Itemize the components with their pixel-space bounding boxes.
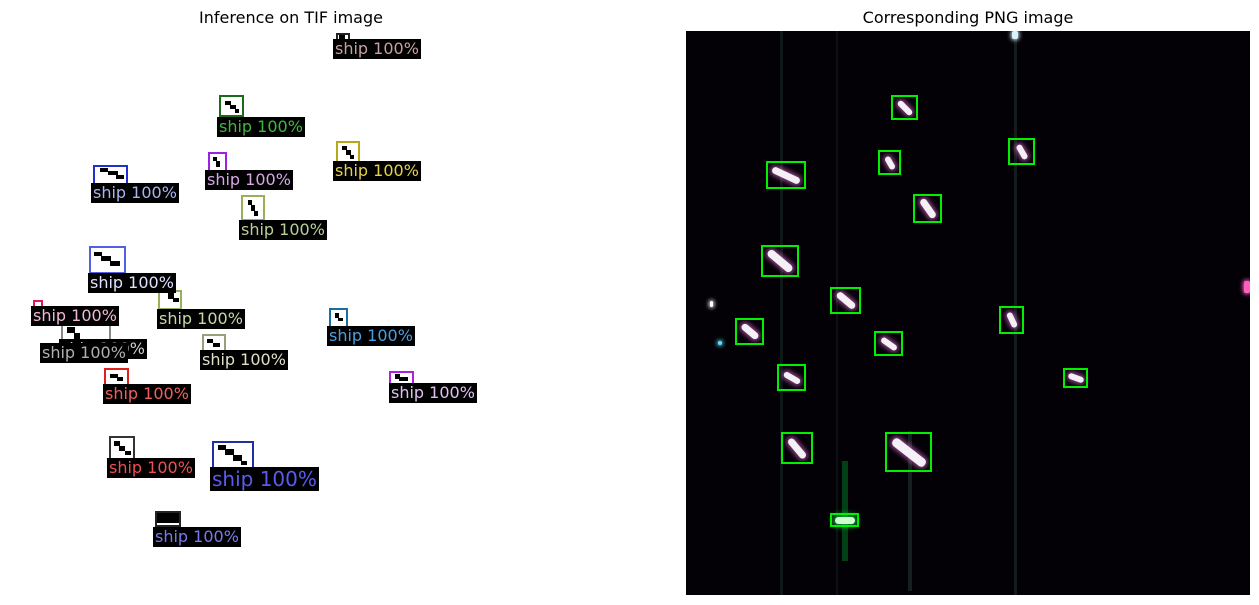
detection-ship-17-box xyxy=(155,511,181,527)
bright-speck xyxy=(710,301,713,307)
png-image-panel xyxy=(686,31,1250,595)
ship-pixels xyxy=(216,161,220,167)
ship-pixels xyxy=(233,455,242,461)
bright-speck xyxy=(718,341,722,345)
detection-ship-5-label: ship 100% xyxy=(91,183,179,203)
detection-ship-8-label: ship 100% xyxy=(31,306,119,326)
bright-speck xyxy=(1244,281,1250,293)
ground-truth-box xyxy=(999,306,1024,334)
detection-ship-5-box xyxy=(93,165,128,185)
ship-pixels xyxy=(125,451,131,455)
ship-pixels xyxy=(94,252,102,256)
ship-pixels xyxy=(168,293,174,299)
ground-truth-box xyxy=(761,245,799,277)
ship-pixels xyxy=(350,155,354,159)
sensor-streak xyxy=(780,31,783,595)
ground-truth-box xyxy=(777,364,806,391)
ground-truth-box xyxy=(1008,138,1035,165)
detection-ship-16-box xyxy=(212,441,254,469)
detection-ship-17-label: ship 100% xyxy=(153,527,241,547)
ground-truth-box xyxy=(891,95,918,120)
detection-ship-2-label: ship 100% xyxy=(217,117,305,137)
detection-ship-6-label: ship 100% xyxy=(239,220,327,240)
ground-truth-box xyxy=(913,194,942,223)
ground-truth-box xyxy=(830,287,861,314)
detection-ship-3-label: ship 100% xyxy=(333,161,421,181)
ship-pixels xyxy=(213,157,217,161)
detection-ship-1-label: ship 100% xyxy=(333,39,421,59)
ground-truth-box xyxy=(766,161,806,189)
ship-pixels xyxy=(108,171,118,175)
detection-ship-9-box xyxy=(158,290,182,310)
ship-pixels xyxy=(117,377,123,381)
sensor-streak xyxy=(842,461,848,561)
ship-pixels xyxy=(342,146,347,150)
ship-pixels xyxy=(100,168,108,172)
detection-ship-2-box xyxy=(219,95,244,117)
tif-inference-panel: ship 100% ship 100% ship 100% ship 100% ship… xyxy=(22,31,586,595)
sensor-streak xyxy=(1014,31,1017,595)
sensor-streak xyxy=(908,431,912,591)
ship-pixels xyxy=(241,461,247,465)
ground-truth-box xyxy=(1063,368,1088,388)
left-panel-title: Inference on TIF image xyxy=(199,8,383,27)
ship-pixels xyxy=(335,313,339,318)
ground-truth-box xyxy=(878,150,901,175)
detection-ship-4-label: ship 100% xyxy=(205,170,293,190)
detection-ship-16-label: ship 100% xyxy=(210,467,319,491)
bright-speck xyxy=(1012,31,1018,39)
ship-pixels xyxy=(110,374,118,378)
ship-pixels xyxy=(173,298,179,302)
ship-blob xyxy=(834,516,855,524)
ship-pixels xyxy=(157,513,179,523)
detection-ship-6-box xyxy=(241,195,265,221)
detection-ship-10-label: ship 100% xyxy=(327,326,415,346)
detection-ship-3-box xyxy=(336,141,360,163)
ship-pixels xyxy=(346,150,351,155)
ship-pixels xyxy=(213,343,220,347)
ship-pixels xyxy=(254,211,258,216)
ship-pixels xyxy=(395,374,400,379)
ship-pixels xyxy=(119,446,125,451)
ship-pixels xyxy=(114,441,120,446)
detection-ship-18-label: ship 100% xyxy=(40,343,128,363)
detection-ship-12-label: ship 100% xyxy=(200,350,288,370)
ship-pixels xyxy=(110,261,120,266)
ground-truth-box xyxy=(735,318,764,345)
ship-pixels xyxy=(251,205,255,211)
ground-truth-box xyxy=(885,432,932,472)
ground-truth-box xyxy=(781,432,813,464)
ship-pixels xyxy=(248,200,252,205)
ship-pixels xyxy=(230,105,236,109)
ground-truth-box xyxy=(830,513,859,527)
detection-ship-14-label: ship 100% xyxy=(389,383,477,403)
ship-pixels xyxy=(338,318,343,321)
ground-truth-box xyxy=(874,331,903,356)
ship-pixels xyxy=(225,449,234,455)
detection-ship-4-box xyxy=(208,152,227,172)
ship-pixels xyxy=(225,101,231,105)
detection-ship-7-label: ship 100% xyxy=(88,273,176,293)
detection-ship-9-label: ship 100% xyxy=(157,309,245,329)
detection-ship-15-label: ship 100% xyxy=(107,458,195,478)
detection-ship-15-box xyxy=(109,436,135,460)
ship-pixels xyxy=(207,339,213,343)
ship-pixels xyxy=(399,377,408,381)
ship-pixels xyxy=(67,327,75,333)
ship-pixels xyxy=(101,256,111,261)
ship-pixels xyxy=(339,35,345,40)
ship-pixels xyxy=(235,109,239,113)
right-panel-title: Corresponding PNG image xyxy=(862,8,1074,27)
detection-ship-13-label: ship 100% xyxy=(103,384,191,404)
ship-pixels xyxy=(218,445,226,450)
ship-pixels xyxy=(74,333,80,341)
ship-pixels xyxy=(116,175,124,179)
detection-ship-7-box xyxy=(89,246,126,274)
